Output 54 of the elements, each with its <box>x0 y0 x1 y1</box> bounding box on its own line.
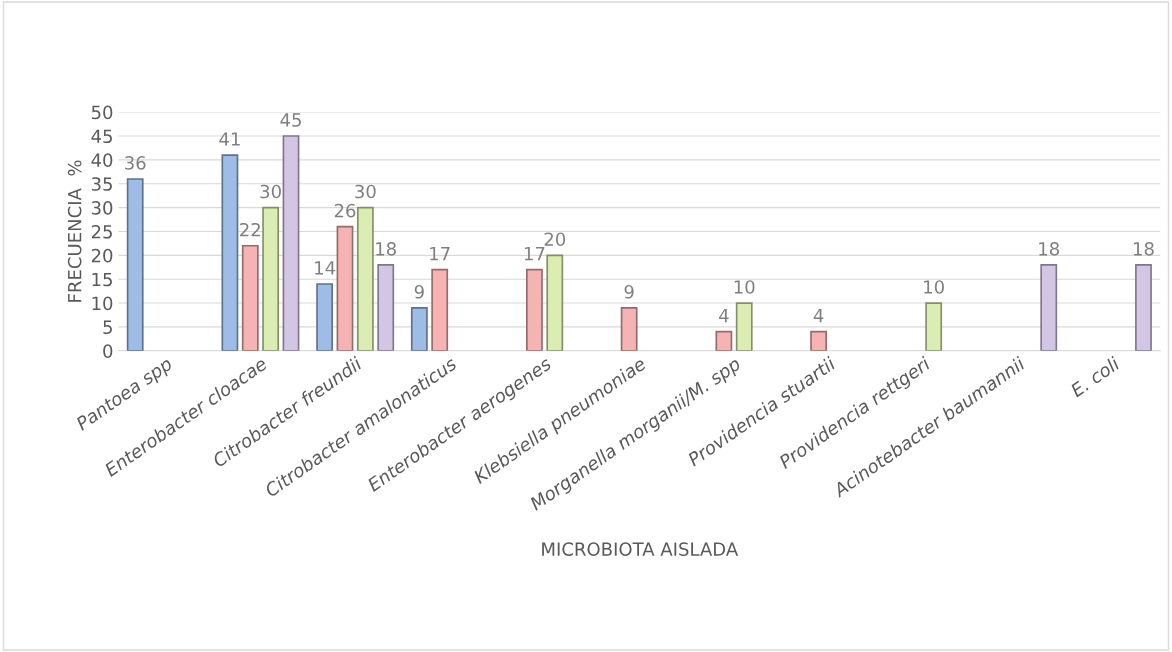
bar <box>925 302 943 351</box>
y-tick-label: 30 <box>91 201 113 215</box>
y-tick-label: 10 <box>92 296 113 311</box>
bar <box>1040 264 1058 351</box>
y-tick-label: 50 <box>91 105 113 120</box>
data-label: 18 <box>1133 241 1154 256</box>
bar <box>356 206 374 351</box>
data-label: 18 <box>1039 241 1059 256</box>
bar <box>715 330 733 351</box>
data-label: 4 <box>813 309 824 323</box>
bar <box>1135 264 1152 351</box>
y-tick-label: 35 <box>91 177 112 191</box>
data-label: 10 <box>734 280 755 294</box>
y-tick-label: 15 <box>92 272 112 287</box>
data-label: 30 <box>355 184 376 199</box>
x-axis-title: MICROBIOTA AISLADA <box>542 542 739 556</box>
data-label: 9 <box>414 284 424 299</box>
y-tick-label: 5 <box>103 320 112 335</box>
data-label: 41 <box>219 132 240 146</box>
data-label: 4 <box>719 309 729 323</box>
data-label: 26 <box>334 203 356 218</box>
y-tick-label: 0 <box>103 344 113 358</box>
data-label: 22 <box>240 222 260 237</box>
bar <box>526 268 543 351</box>
bar <box>735 302 753 351</box>
bar <box>620 306 638 351</box>
bar <box>546 254 564 351</box>
bar <box>241 244 259 351</box>
x-tick-label: E. coli <box>1069 355 1121 398</box>
data-label: 10 <box>924 280 944 294</box>
y-tick-label: 40 <box>91 153 113 167</box>
y-tick-label: 20 <box>91 248 113 263</box>
bar <box>316 283 334 351</box>
bar <box>336 225 354 351</box>
bar <box>431 268 449 351</box>
data-label: 45 <box>280 113 301 127</box>
bar <box>810 330 827 351</box>
y-tick-label: 45 <box>91 129 112 144</box>
bar <box>221 154 239 351</box>
data-label: 36 <box>125 156 146 170</box>
data-label: 17 <box>524 247 545 261</box>
data-label: 18 <box>376 241 396 256</box>
bar <box>262 206 280 351</box>
bar <box>377 264 395 351</box>
data-label: 14 <box>315 261 336 275</box>
data-label: 9 <box>624 284 634 299</box>
bar <box>126 178 144 351</box>
data-label: 17 <box>430 247 450 261</box>
y-axis-title: FRECUENCIA % <box>67 160 82 302</box>
y-tick-label: 25 <box>91 224 112 239</box>
data-label: 20 <box>544 232 566 247</box>
data-label: 30 <box>260 184 281 199</box>
bar <box>410 306 428 351</box>
bar <box>282 135 300 351</box>
